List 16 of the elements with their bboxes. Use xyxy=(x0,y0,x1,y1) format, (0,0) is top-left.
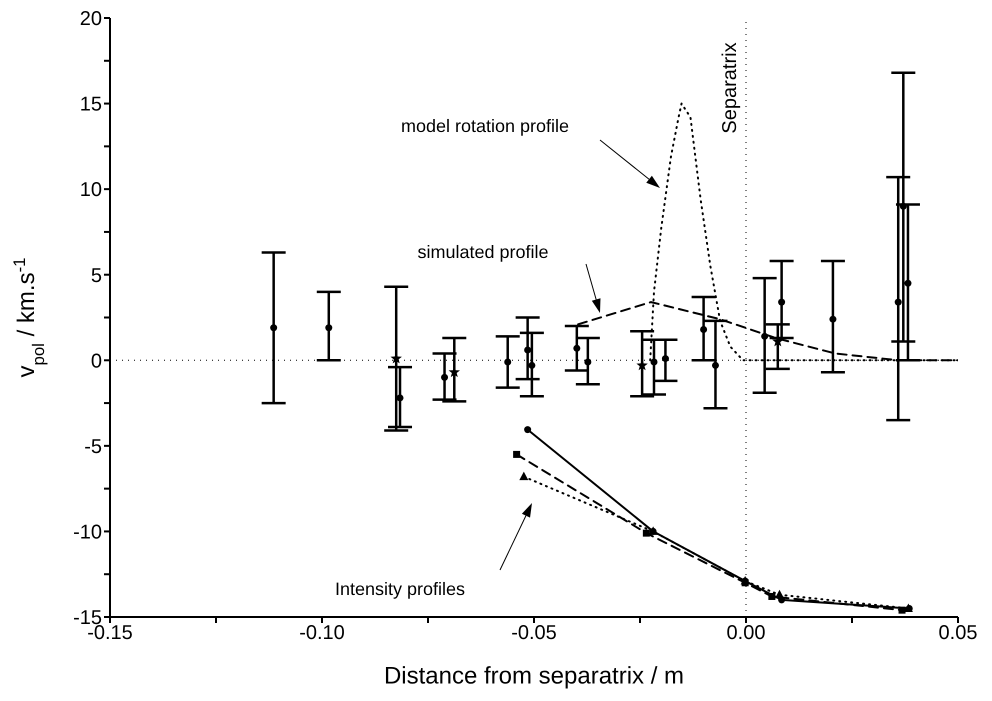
y-tick-label: 20 xyxy=(80,8,102,30)
y-tick-label: 5 xyxy=(90,264,102,287)
annotation: model rotation profile xyxy=(400,116,570,136)
x-tick-label: 0.00 xyxy=(726,622,766,644)
y-tick-label: -10 xyxy=(73,522,102,544)
x-axis-title: Distance from separatrix / m xyxy=(384,662,684,690)
x-tick-label: 0.05 xyxy=(938,622,978,644)
y-tick-label: 0 xyxy=(90,350,102,372)
ref-line-label: Separatrix xyxy=(719,42,741,134)
y-tick-label: -5 xyxy=(84,436,102,458)
y-tick-label: 10 xyxy=(80,179,102,202)
y-tick-label: 15 xyxy=(80,94,102,116)
annotation: Intensity profiles xyxy=(334,578,466,599)
x-tick-label: -0.05 xyxy=(511,622,557,644)
annotation: simulated profile xyxy=(417,242,549,262)
x-tick-label: -0.10 xyxy=(299,622,345,644)
